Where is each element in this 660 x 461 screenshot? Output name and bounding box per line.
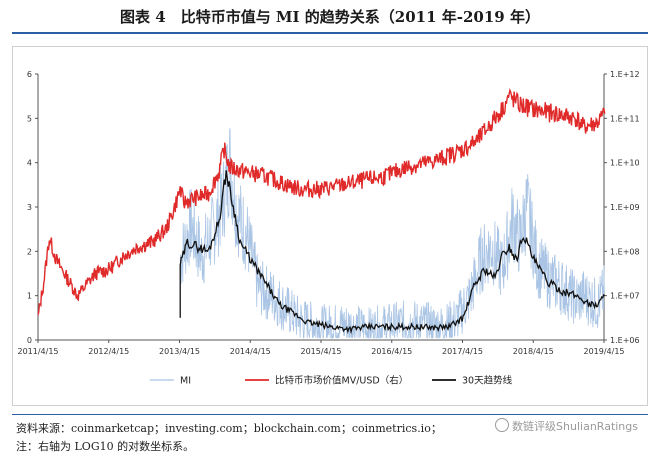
legend: MI 比特币市场价值MV/USD（右） 30天趋势线 — [150, 375, 513, 387]
chart-frame — [12, 46, 648, 406]
right-tick-label: 1.E+10 — [610, 159, 640, 168]
right-tick-label: 1.E+09 — [610, 203, 640, 212]
left-tick-label: 5 — [27, 114, 32, 123]
x-tick-label: 2019/4/15 — [583, 347, 624, 356]
wechat-icon — [495, 418, 510, 432]
x-tick-label: 2013/4/15 — [159, 347, 200, 356]
x-tick-label: 2017/4/15 — [442, 347, 483, 356]
left-tick-label: 1 — [27, 292, 32, 301]
legend-mv-label: 比特币市场价值MV/USD（右） — [275, 375, 408, 387]
series-mi-line — [179, 128, 606, 340]
legend-mi-label: MI — [180, 376, 191, 387]
left-tick-label: 2 — [27, 247, 32, 256]
watermark: 数链评级ShulianRatings — [495, 418, 638, 434]
right-tick-label: 1.E+08 — [610, 247, 640, 256]
right-tick-label: 1.E+12 — [610, 70, 640, 79]
chart-title: 图表 4 比特币市值与 MI 的趋势关系（2011 年-2019 年） — [120, 8, 540, 26]
x-tick-label: 2015/4/15 — [300, 347, 341, 356]
right-tick-label: 1.E+06 — [610, 336, 640, 345]
watermark-text: 数链评级ShulianRatings — [512, 420, 638, 433]
x-tick-label: 2018/4/15 — [513, 347, 554, 356]
series-trend-line — [179, 170, 606, 335]
legend-trend-label: 30天趋势线 — [462, 375, 513, 387]
x-tick-label: 2011/4/15 — [17, 347, 58, 356]
axis-note: 注：右轴为 LOG10 的对数坐标系。 — [16, 440, 195, 453]
source-note: 资料来源：coinmarketcap；investing.com；blockch… — [16, 422, 442, 435]
left-tick-label: 4 — [27, 159, 32, 168]
x-tick-label: 2012/4/15 — [88, 347, 129, 356]
footer-rule — [12, 414, 648, 415]
left-tick-label: 3 — [27, 203, 32, 212]
left-tick-label: 6 — [27, 70, 32, 79]
series-layer — [37, 88, 606, 340]
x-tick-label: 2014/4/15 — [230, 347, 271, 356]
right-tick-label: 1.E+11 — [610, 114, 640, 123]
title-rule — [12, 32, 648, 34]
x-tick-label: 2016/4/15 — [371, 347, 412, 356]
left-tick-label: 0 — [27, 336, 32, 345]
series-mv-line — [37, 88, 606, 316]
right-tick-label: 1.E+07 — [610, 292, 640, 301]
